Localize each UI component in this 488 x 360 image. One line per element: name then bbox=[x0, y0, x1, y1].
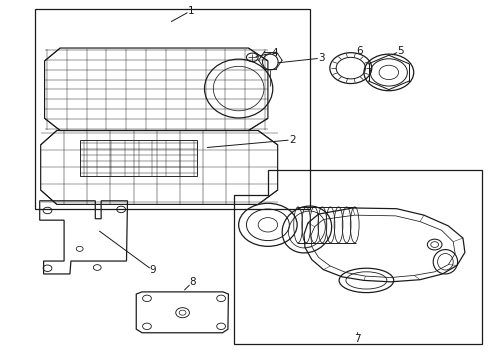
Bar bbox=[35, 9, 310, 209]
Text: 7: 7 bbox=[354, 333, 360, 343]
Text: 4: 4 bbox=[271, 48, 278, 58]
Bar bbox=[80, 140, 196, 176]
Text: 2: 2 bbox=[288, 135, 295, 145]
Text: 3: 3 bbox=[318, 53, 324, 63]
Text: 9: 9 bbox=[149, 265, 156, 275]
Text: 8: 8 bbox=[189, 277, 195, 287]
Text: 1: 1 bbox=[187, 6, 194, 16]
Text: 5: 5 bbox=[396, 46, 403, 56]
Text: 6: 6 bbox=[356, 46, 362, 56]
